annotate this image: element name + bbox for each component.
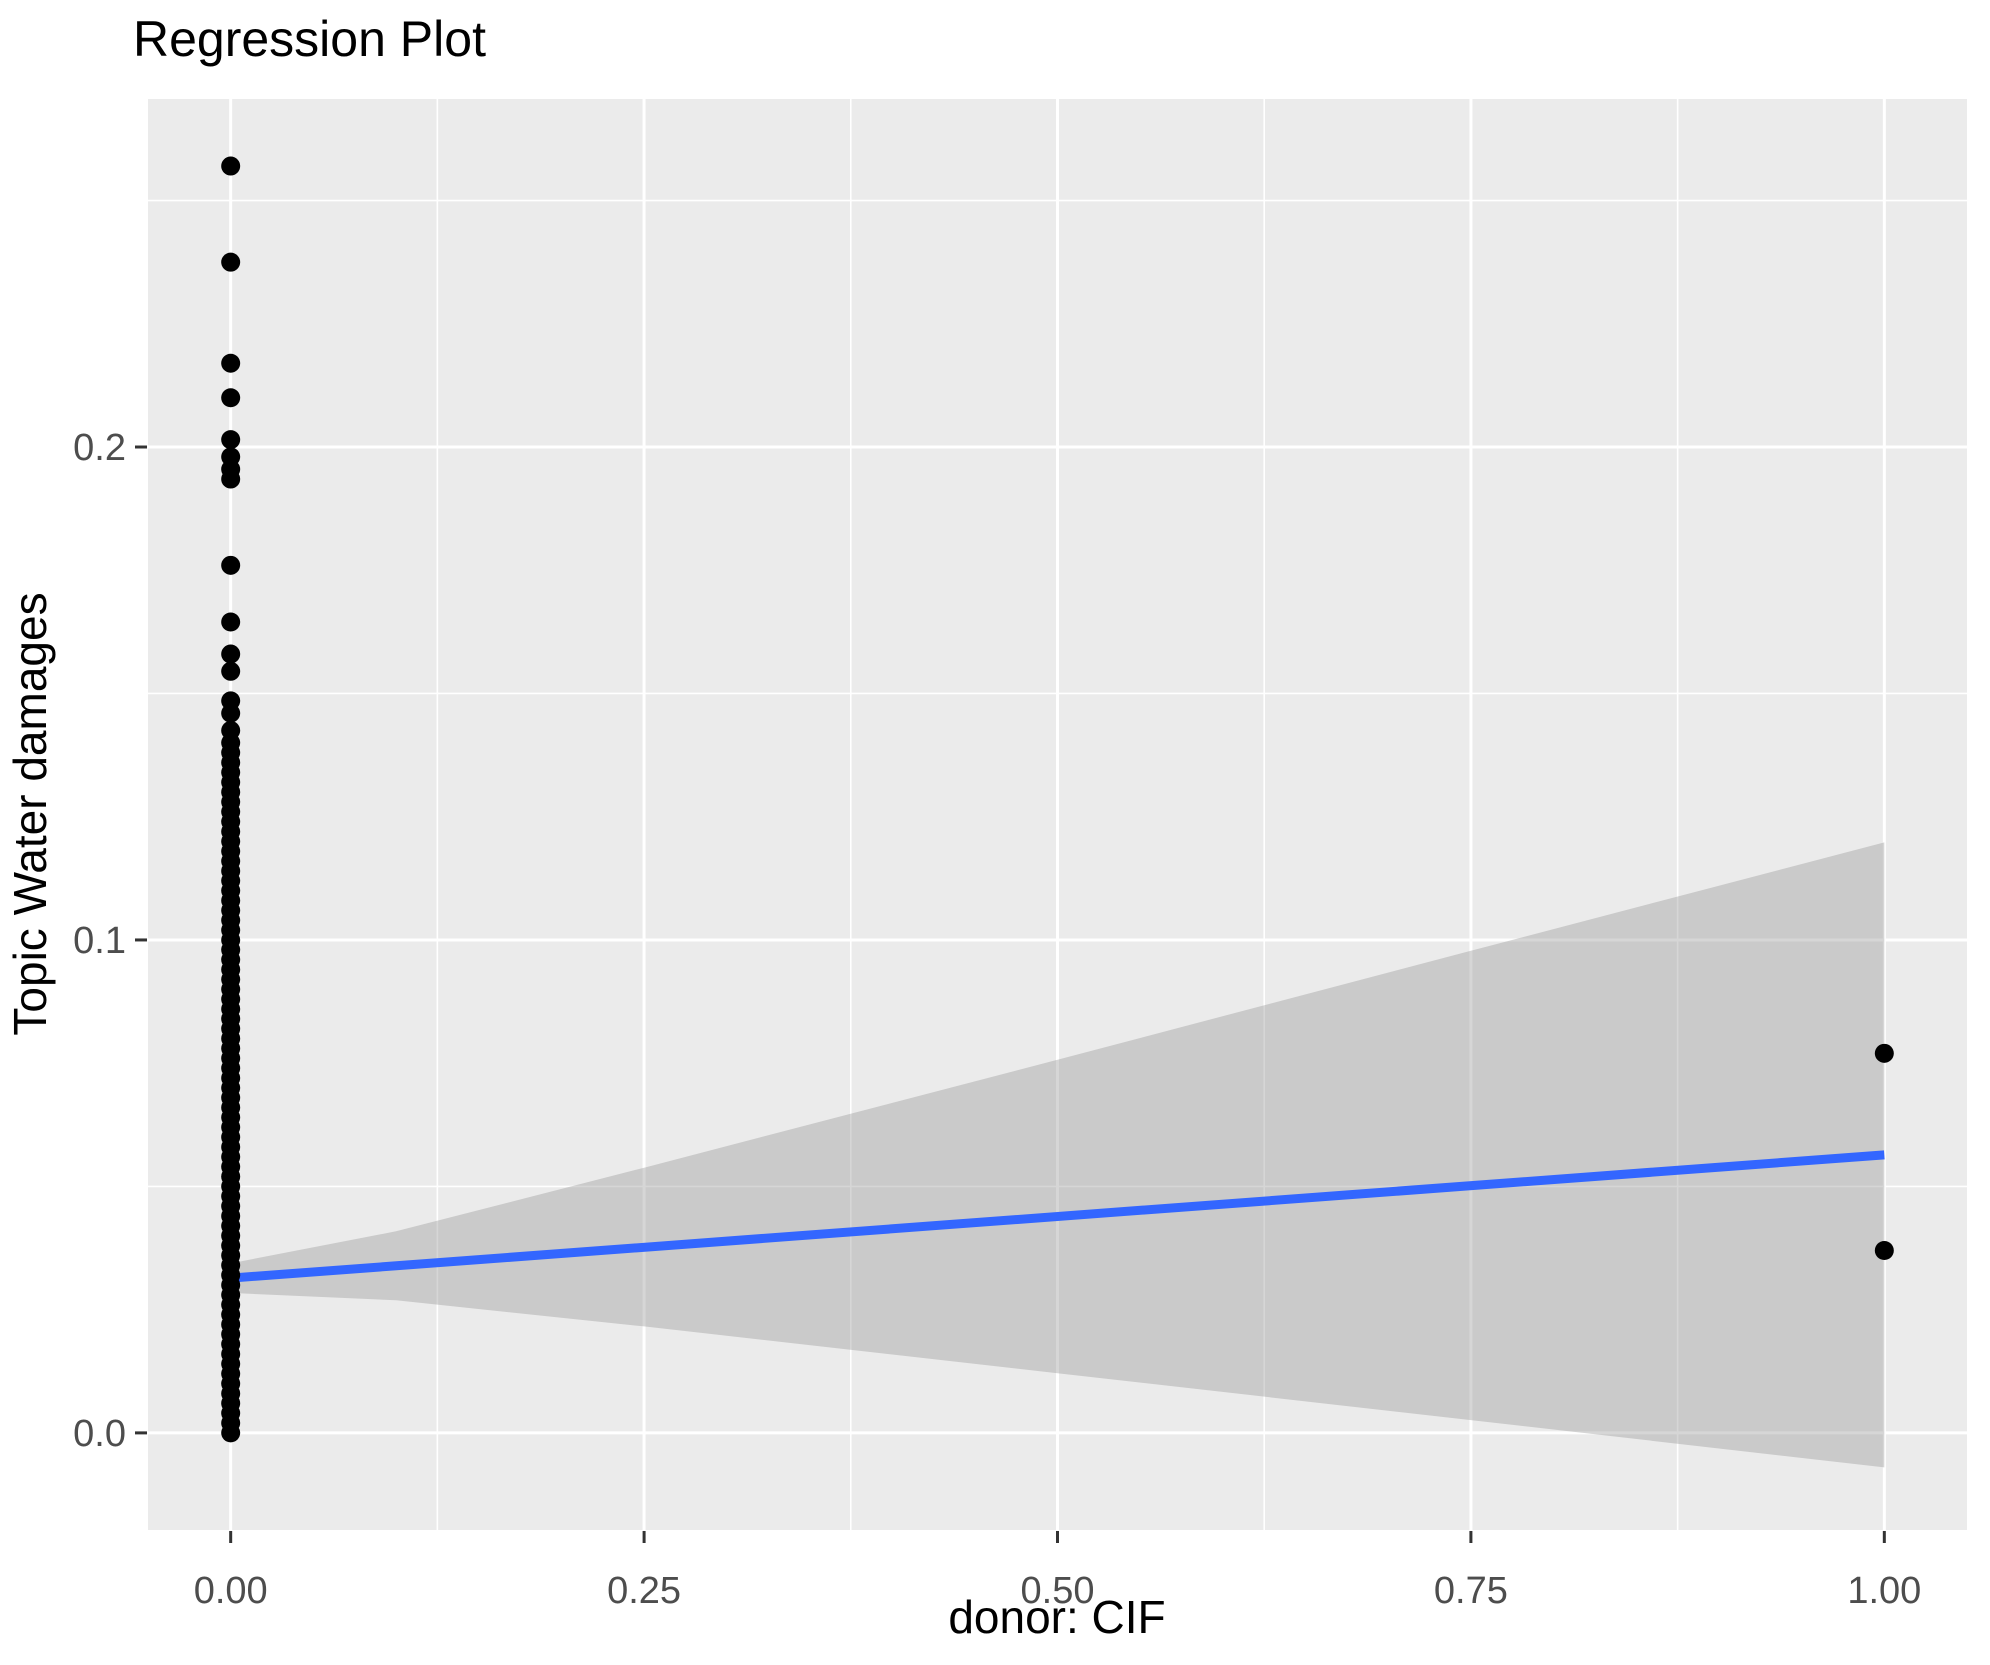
scatter-point xyxy=(221,1423,241,1443)
scatter-point xyxy=(221,555,241,575)
scatter-point xyxy=(221,353,241,373)
scatter-point xyxy=(221,430,241,450)
x-tick-label: 0.25 xyxy=(607,1570,681,1612)
axis-tick-marks xyxy=(135,445,1886,1543)
x-tick-label: 0.50 xyxy=(1021,1570,1095,1612)
plot-title: Regression Plot xyxy=(133,11,486,67)
scatter-point xyxy=(1874,1043,1894,1063)
x-tick-label: 0.00 xyxy=(194,1570,268,1612)
scatter-point xyxy=(221,388,241,408)
scatter-point xyxy=(221,703,241,723)
x-axis-tick-labels: 0.00 0.25 0.50 0.75 1.00 xyxy=(194,1570,1922,1612)
regression-line xyxy=(230,1150,1885,1283)
scatter-point xyxy=(221,661,241,681)
x-tick-label: 1.00 xyxy=(1847,1570,1921,1612)
y-axis-tick-labels: 0.0 0.1 0.2 xyxy=(73,427,126,1455)
confidence-band xyxy=(230,842,1885,1468)
x-tick-label: 0.75 xyxy=(1434,1570,1508,1612)
scatter-point xyxy=(1874,1241,1894,1261)
major-gridlines xyxy=(148,99,1967,1530)
y-tick-label: 0.2 xyxy=(73,427,126,469)
scatter-point xyxy=(221,252,241,272)
scatter-point xyxy=(221,644,241,664)
scatter-point xyxy=(221,612,241,632)
y-tick-label: 0.1 xyxy=(73,920,126,962)
y-tick-label: 0.0 xyxy=(73,1413,126,1455)
scatter-point xyxy=(221,469,241,489)
x-axis-title: donor: CIF xyxy=(948,1591,1165,1643)
scatter-point xyxy=(221,156,241,176)
scatter-points xyxy=(221,156,1894,1443)
y-axis-title: Topic Water damages xyxy=(4,592,56,1035)
